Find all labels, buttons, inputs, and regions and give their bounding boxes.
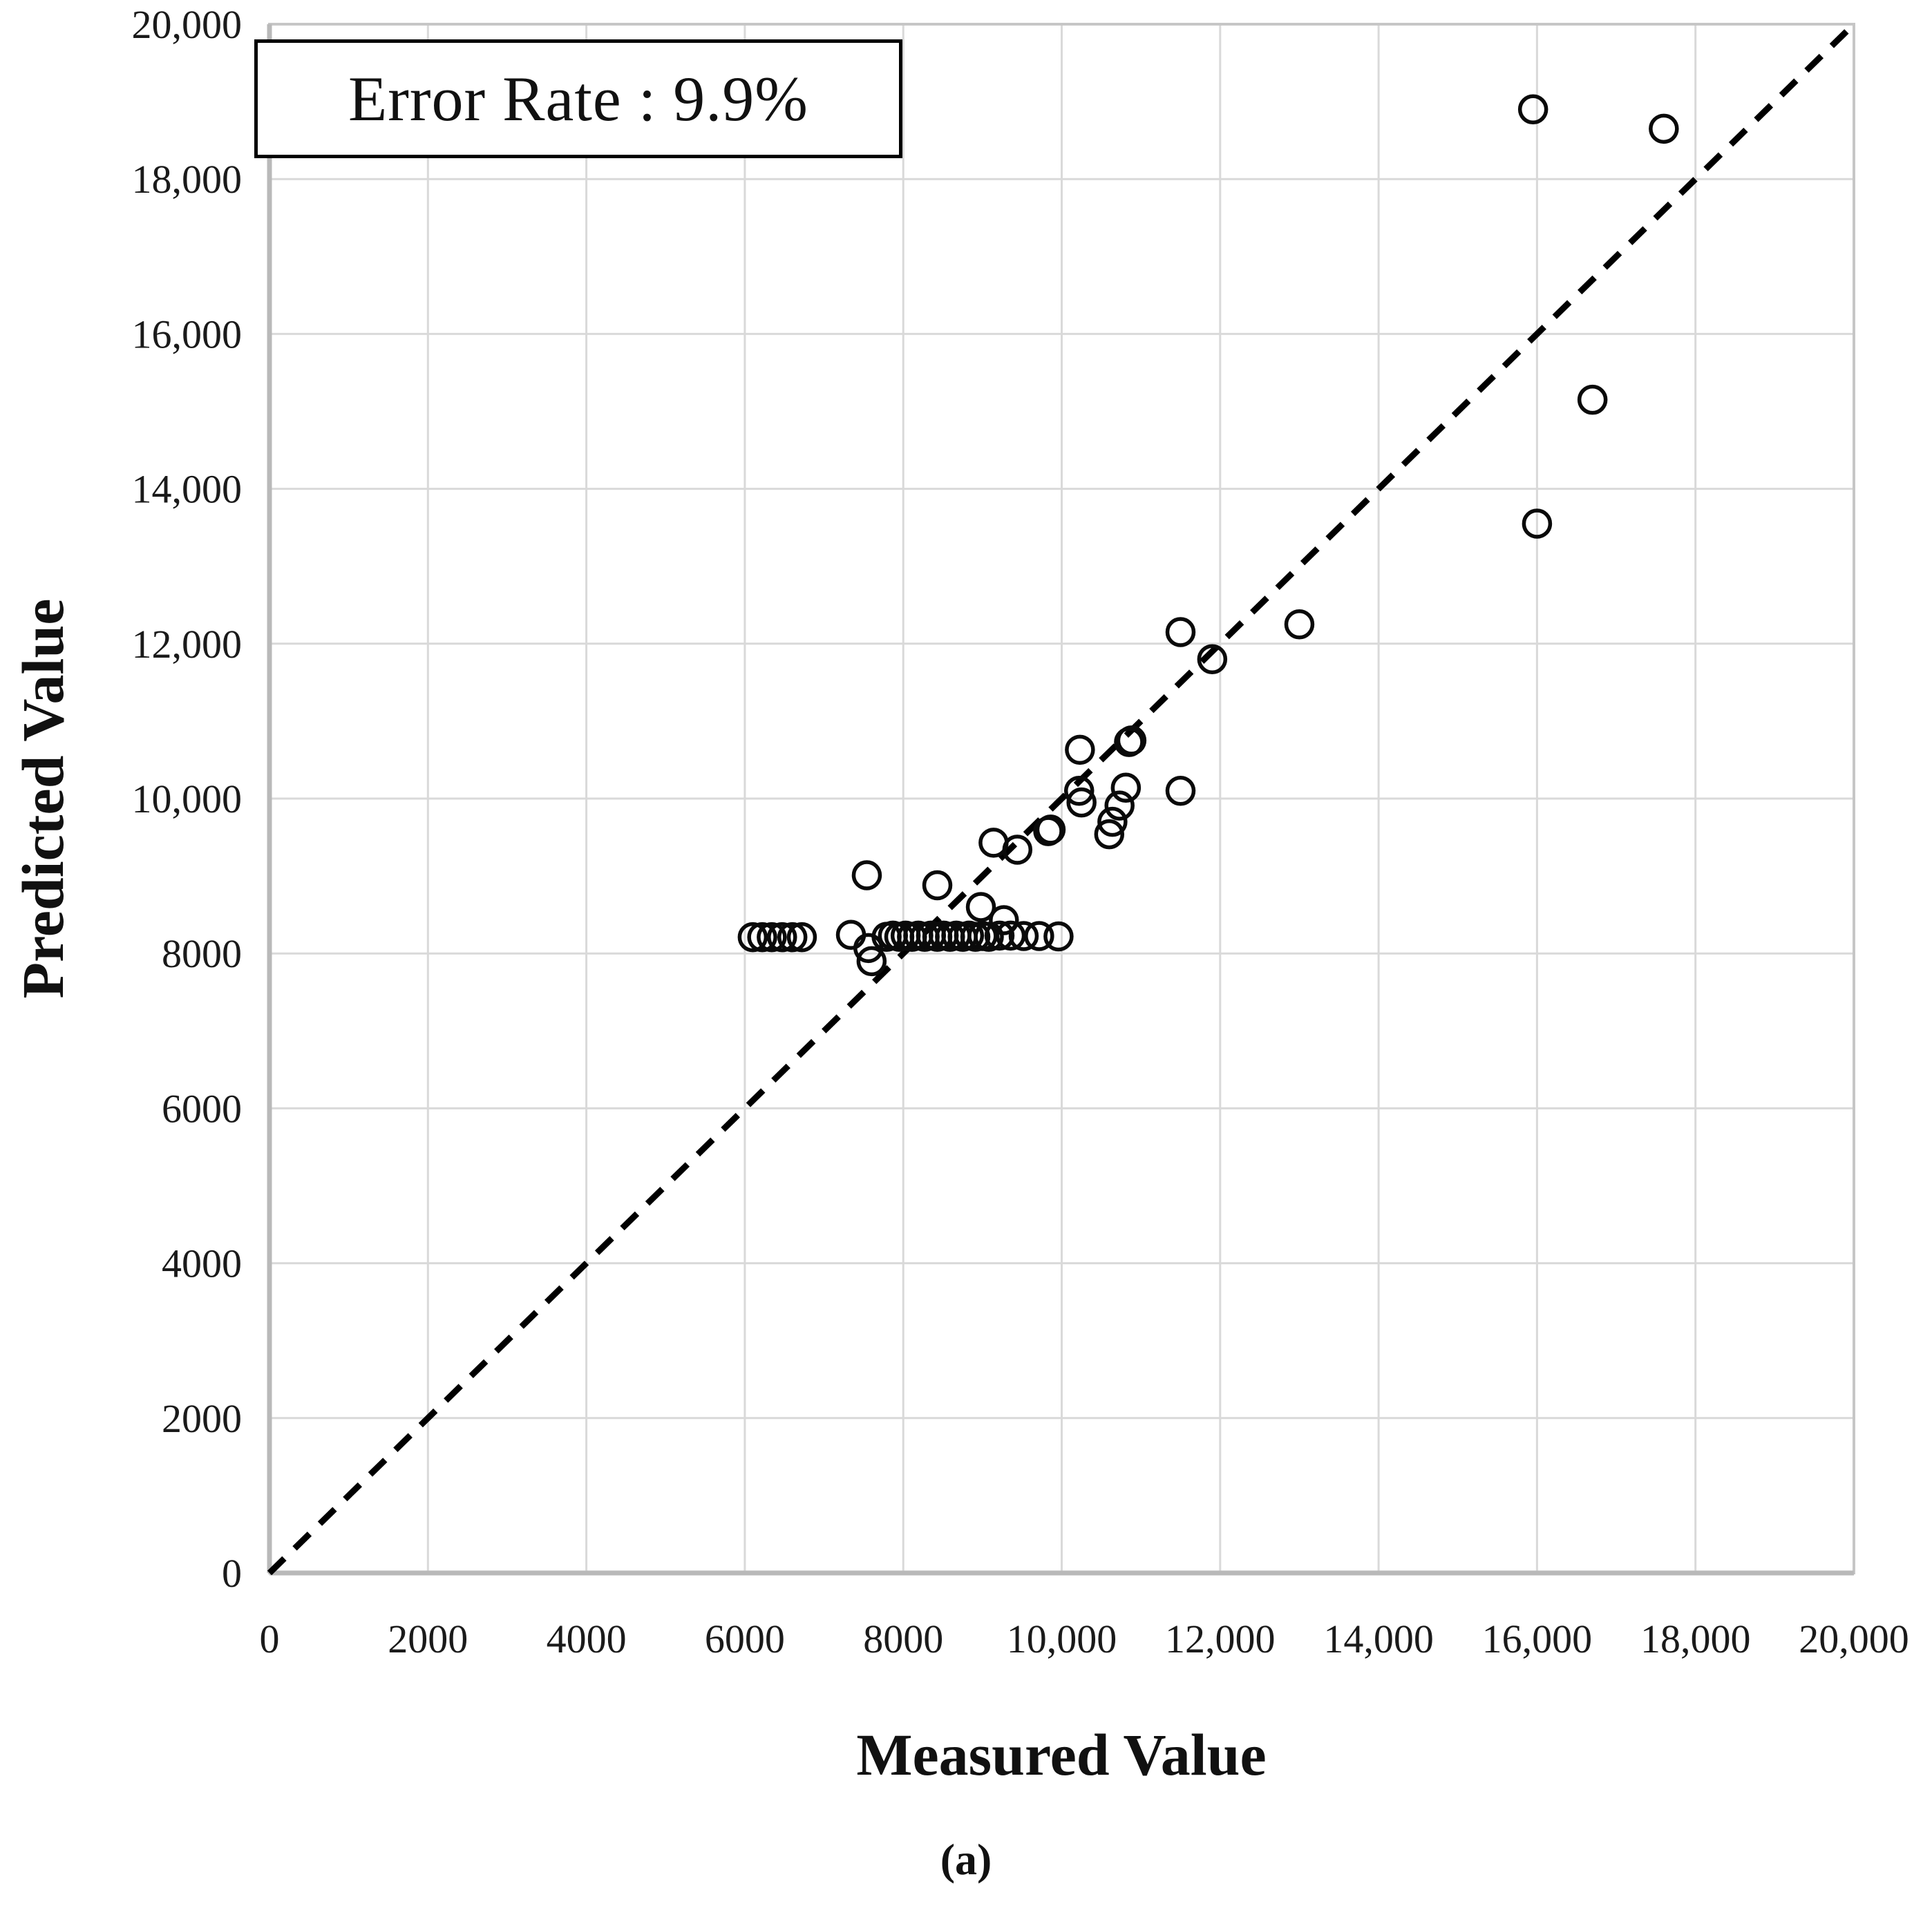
data-point bbox=[1065, 734, 1095, 765]
data-point bbox=[1104, 790, 1135, 821]
x-tick-label: 12,000 bbox=[1165, 1616, 1276, 1661]
data-point bbox=[1002, 834, 1033, 865]
y-tick-label: 16,000 bbox=[132, 312, 243, 356]
data-point bbox=[1043, 921, 1074, 952]
x-axis-title: Measured Value bbox=[856, 1722, 1267, 1788]
x-tick-label: 20,000 bbox=[1799, 1616, 1909, 1661]
data-point bbox=[851, 860, 882, 890]
data-point bbox=[989, 905, 1019, 935]
data-point bbox=[1008, 921, 1039, 951]
y-tick-label: 8000 bbox=[162, 931, 242, 976]
y-tick-label: 14,000 bbox=[132, 467, 243, 512]
data-point bbox=[767, 922, 797, 953]
x-tick-label: 0 bbox=[260, 1616, 280, 1661]
y-tick-label: 12,000 bbox=[132, 622, 243, 667]
data-point bbox=[1577, 384, 1608, 415]
data-point bbox=[1165, 617, 1196, 647]
data-point bbox=[777, 922, 808, 953]
x-tick-label: 18,000 bbox=[1640, 1616, 1751, 1661]
y-tick-label: 0 bbox=[222, 1551, 242, 1596]
data-point bbox=[1197, 644, 1228, 674]
figure-caption: (a) bbox=[940, 1835, 992, 1884]
x-tick-label: 2000 bbox=[388, 1616, 468, 1661]
data-point bbox=[757, 922, 787, 953]
data-point bbox=[1063, 776, 1095, 806]
data-point bbox=[1284, 609, 1315, 640]
data-point bbox=[995, 920, 1026, 951]
data-point bbox=[1522, 508, 1553, 539]
x-tick-label: 8000 bbox=[863, 1616, 943, 1661]
y-tick-label: 4000 bbox=[162, 1241, 242, 1286]
data-point bbox=[1094, 819, 1125, 850]
data-point bbox=[1165, 776, 1196, 806]
y-tick-label: 6000 bbox=[162, 1086, 242, 1131]
y-axis-title: Predicted Value bbox=[10, 598, 76, 999]
x-tick-label: 16,000 bbox=[1482, 1616, 1593, 1661]
data-point bbox=[1116, 725, 1147, 756]
identity-line bbox=[267, 21, 1857, 1576]
y-tick-label: 18,000 bbox=[132, 157, 243, 202]
x-tick-label: 6000 bbox=[705, 1616, 785, 1661]
y-tick-label: 20,000 bbox=[132, 2, 243, 47]
data-point bbox=[1097, 806, 1128, 837]
data-point bbox=[835, 919, 866, 951]
data-point bbox=[1035, 814, 1066, 845]
data-point bbox=[1649, 113, 1679, 144]
data-point bbox=[1517, 94, 1549, 125]
data-point bbox=[1110, 772, 1142, 803]
data-point bbox=[974, 922, 1004, 952]
data-point bbox=[786, 922, 817, 953]
error-rate-label: Error Rate : 9.9% bbox=[348, 64, 808, 134]
x-tick-label: 4000 bbox=[547, 1616, 627, 1661]
y-tick-label: 2000 bbox=[162, 1396, 242, 1441]
data-point bbox=[737, 922, 768, 953]
x-tick-label: 10,000 bbox=[1007, 1616, 1117, 1661]
data-point bbox=[965, 892, 996, 922]
x-tick-label: 14,000 bbox=[1323, 1616, 1434, 1661]
y-tick-label: 10,000 bbox=[132, 776, 243, 821]
error-rate-box: Error Rate : 9.9% bbox=[254, 39, 902, 158]
data-point bbox=[1066, 787, 1097, 818]
data-point bbox=[922, 870, 953, 901]
data-point bbox=[856, 946, 887, 977]
data-point bbox=[984, 920, 1015, 951]
data-point bbox=[1024, 921, 1054, 951]
data-point bbox=[747, 922, 777, 953]
